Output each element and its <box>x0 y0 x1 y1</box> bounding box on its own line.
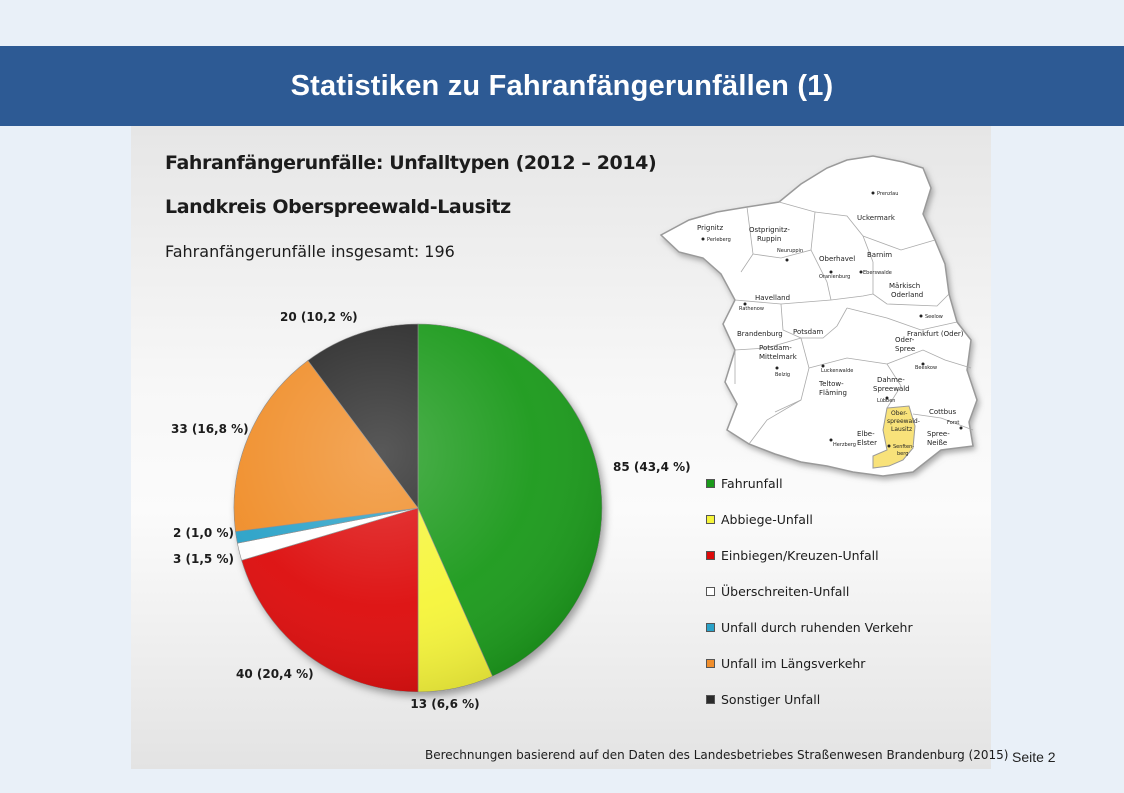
svg-text:Senften-: Senften- <box>893 444 914 450</box>
svg-text:Prenzlau: Prenzlau <box>877 191 898 197</box>
chart-heading: Fahranfängerunfälle: Unfalltypen (2012 –… <box>165 152 657 174</box>
svg-text:Oder-: Oder- <box>895 336 915 344</box>
svg-text:Oberhavel: Oberhavel <box>819 255 855 263</box>
legend-label-2: Abbiege-Unfall <box>721 512 813 527</box>
svg-text:Neiße: Neiße <box>927 439 947 447</box>
svg-text:Brandenburg: Brandenburg <box>737 330 783 338</box>
svg-text:spreewald-: spreewald- <box>887 418 920 425</box>
pie-data-label-7: 20 (10,2 %) <box>280 310 358 324</box>
svg-text:Perleberg: Perleberg <box>707 237 731 243</box>
pie-data-label-5: 2 (1,0 %) <box>173 526 234 540</box>
legend-item-2: Abbiege-Unfall <box>706 512 913 548</box>
svg-text:Mittelmark: Mittelmark <box>759 353 798 361</box>
svg-text:Ober-: Ober- <box>891 410 907 417</box>
legend-swatch-2 <box>706 515 715 524</box>
chart-legend: Fahrunfall Abbiege-Unfall Einbiegen/Kreuze… <box>706 476 913 728</box>
pie-slices <box>233 323 603 693</box>
legend-label-5: Unfall durch ruhenden Verkehr <box>721 620 913 635</box>
map-region-oberspreewald-lausitz <box>872 405 916 469</box>
svg-text:Lausitz: Lausitz <box>891 426 912 433</box>
svg-text:Frankfurt (Oder): Frankfurt (Oder) <box>907 330 964 338</box>
legend-label-1: Fahrunfall <box>721 476 783 491</box>
svg-text:Elster: Elster <box>857 439 877 447</box>
svg-text:Ruppin: Ruppin <box>757 235 781 243</box>
page-number: Seite 2 <box>1012 749 1056 765</box>
svg-text:Elbe-: Elbe- <box>857 430 875 438</box>
district-heading: Landkreis Oberspreewald-Lausitz <box>165 196 511 218</box>
legend-label-6: Unfall im Längsverkehr <box>721 656 866 671</box>
svg-text:Potsdam: Potsdam <box>793 328 823 336</box>
svg-text:Havelland: Havelland <box>755 294 790 302</box>
pie-data-label-2: 13 (6,6 %) <box>410 697 479 711</box>
map-labels: Prignitz Ostprignitz- Ruppin Uckermark O… <box>697 191 964 457</box>
svg-text:berg: berg <box>897 451 908 457</box>
legend-swatch-7 <box>706 695 715 704</box>
legend-swatch-6 <box>706 659 715 668</box>
svg-text:Beeskow: Beeskow <box>915 365 937 371</box>
map-region-borders <box>734 201 974 445</box>
map-town-dots <box>701 191 963 448</box>
legend-item-3: Einbiegen/Kreuzen-Unfall <box>706 548 913 584</box>
pie-data-label-1: 85 (43,4 %) <box>613 460 691 474</box>
svg-text:Forst: Forst <box>947 420 959 426</box>
svg-text:Herzberg: Herzberg <box>833 442 856 448</box>
svg-text:Neuruppin: Neuruppin <box>777 248 803 254</box>
legend-label-7: Sonstiger Unfall <box>721 692 821 707</box>
brandenburg-outline <box>659 155 978 477</box>
pie-data-label-3: 40 (20,4 %) <box>236 667 314 681</box>
slide-panel: Fahranfängerunfälle: Unfalltypen (2012 –… <box>131 126 1008 769</box>
svg-text:Seelow: Seelow <box>925 314 943 320</box>
svg-text:Luckenwalde: Luckenwalde <box>821 368 853 374</box>
svg-text:Belzig: Belzig <box>775 372 790 378</box>
svg-text:Lübben: Lübben <box>877 398 895 404</box>
total-count-text: Fahranfängerunfälle insgesamt: 196 <box>165 242 455 261</box>
svg-text:Märkisch: Märkisch <box>889 282 920 290</box>
pie-data-label-6: 33 (16,8 %) <box>171 422 249 436</box>
svg-text:Dahme-: Dahme- <box>877 376 905 384</box>
svg-text:Oranienburg: Oranienburg <box>819 274 850 280</box>
svg-text:Potsdam-: Potsdam- <box>759 344 792 352</box>
svg-text:Ostprignitz-: Ostprignitz- <box>749 226 790 234</box>
legend-swatch-3 <box>706 551 715 560</box>
svg-text:Spree: Spree <box>895 345 915 353</box>
pie-data-label-4: 3 (1,5 %) <box>173 552 234 566</box>
svg-text:Rathenow: Rathenow <box>739 306 764 312</box>
legend-item-4: Überschreiten-Unfall <box>706 584 913 620</box>
svg-text:Spree-: Spree- <box>927 430 950 438</box>
legend-item-5: Unfall durch ruhenden Verkehr <box>706 620 913 656</box>
title-bar: Statistiken zu Fahranfängerunfällen (1) <box>0 46 1124 126</box>
svg-text:Uckermark: Uckermark <box>857 214 896 222</box>
legend-item-7: Sonstiger Unfall <box>706 692 913 728</box>
svg-text:Eberswalde: Eberswalde <box>863 270 892 276</box>
legend-swatch-5 <box>706 623 715 632</box>
source-note: Berechnungen basierend auf den Daten des… <box>425 748 1009 762</box>
legend-swatch-4 <box>706 587 715 596</box>
svg-text:Barnim: Barnim <box>867 251 892 259</box>
svg-text:Fläming: Fläming <box>819 389 847 397</box>
legend-swatch-1 <box>706 479 715 488</box>
page-title: Statistiken zu Fahranfängerunfällen (1) <box>290 69 834 102</box>
legend-label-4: Überschreiten-Unfall <box>721 584 850 599</box>
legend-label-3: Einbiegen/Kreuzen-Unfall <box>721 548 879 563</box>
brandenburg-map: Prignitz Ostprignitz- Ruppin Uckermark O… <box>651 154 985 494</box>
svg-text:Oderland: Oderland <box>891 291 923 299</box>
legend-item-6: Unfall im Längsverkehr <box>706 656 913 692</box>
map-svg: Prignitz Ostprignitz- Ruppin Uckermark O… <box>659 155 978 477</box>
svg-text:Teltow-: Teltow- <box>818 380 844 388</box>
pie-chart: 85 (43,4 %) 13 (6,6 %) 40 (20,4 %) 3 (1,5 %… <box>171 310 691 711</box>
svg-text:Cottbus: Cottbus <box>929 408 957 416</box>
svg-text:Prignitz: Prignitz <box>697 224 723 232</box>
legend-item-1: Fahrunfall <box>706 476 913 512</box>
svg-text:Spreewald: Spreewald <box>873 385 910 393</box>
